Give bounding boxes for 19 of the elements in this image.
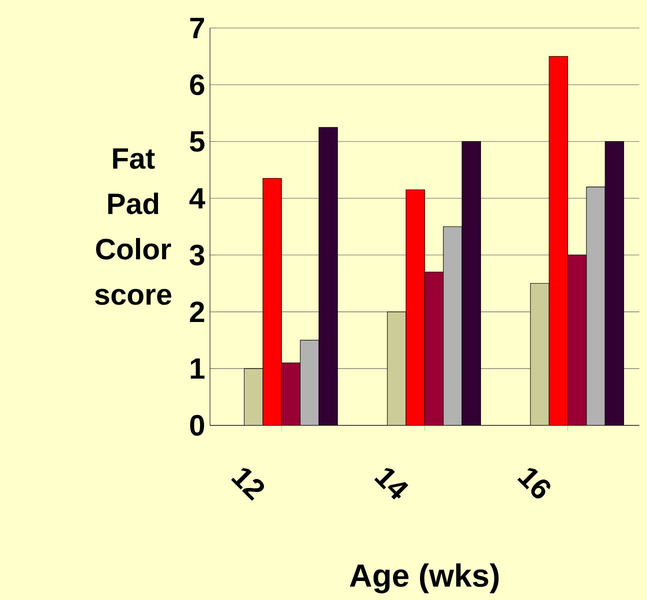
y-tick-label: 4 bbox=[189, 188, 206, 208]
y-tick-label: 6 bbox=[190, 74, 204, 96]
x-axis-title: Age (wks) bbox=[350, 563, 499, 594]
y-tick-label: 0 bbox=[190, 414, 204, 436]
bar bbox=[548, 56, 568, 426]
x-tick-label: 14 bbox=[374, 468, 408, 500]
x-tick-label: 12 bbox=[231, 468, 264, 501]
y-tick-label: 1 bbox=[190, 358, 204, 379]
y-tick-label: 2 bbox=[190, 302, 204, 322]
bar bbox=[604, 141, 624, 426]
bar bbox=[262, 178, 282, 426]
x-tick-label: 16 bbox=[517, 468, 550, 498]
bar bbox=[462, 142, 481, 426]
y-tick-label: 5 bbox=[190, 131, 204, 152]
bar bbox=[406, 190, 425, 426]
bar bbox=[318, 127, 338, 426]
y-tick-label: 3 bbox=[190, 244, 204, 266]
y-tick-label: 7 bbox=[190, 18, 204, 38]
y-axis-title: Fat Pad Color score bbox=[95, 148, 172, 305]
